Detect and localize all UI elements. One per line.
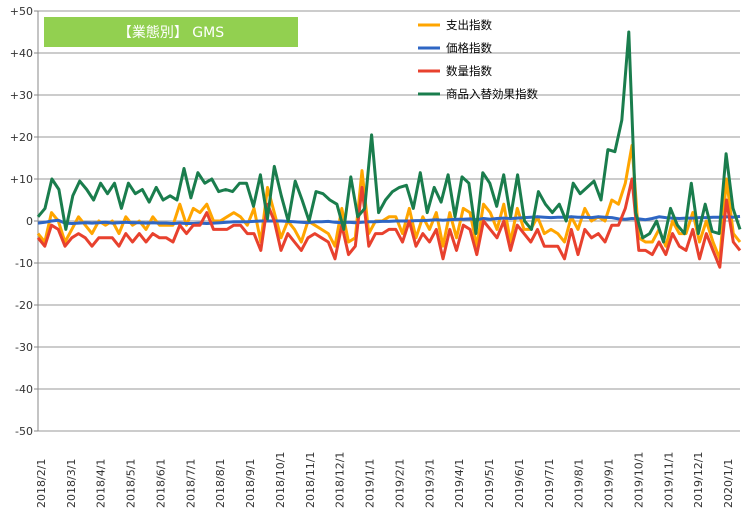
y-tick-label: -10 [15, 257, 33, 270]
x-tick-label: 2019/7/1 [543, 459, 556, 508]
x-tick-label: 2019/6/1 [513, 459, 526, 508]
x-tick-label: 2018/6/1 [154, 459, 167, 508]
x-tick-label: 2019/9/1 [603, 459, 616, 508]
y-tick-label: +20 [10, 131, 33, 144]
x-tick-label: 2018/10/1 [274, 452, 287, 508]
y-axis-ticks: +50 +40 +30 +20 +10 0 -10 -20 -30 -40 -50 [10, 5, 33, 438]
x-tick-label: 2018/12/1 [334, 452, 347, 508]
chart-title: 【業態別】 GMS [118, 25, 224, 41]
y-tick-label: -50 [15, 425, 33, 438]
series-line-0 [36, 143, 742, 261]
x-tick-label: 2019/10/1 [632, 452, 645, 508]
series-lines [36, 30, 742, 269]
x-tick-label: 2019/5/1 [483, 459, 496, 508]
x-tick-label: 2019/12/1 [692, 452, 705, 508]
x-tick-label: 2018/7/1 [184, 459, 197, 508]
y-tick-label: -20 [15, 299, 33, 312]
x-tick-label: 2018/11/1 [304, 452, 317, 508]
y-tick-label: +10 [10, 173, 33, 186]
y-tick-label: +50 [10, 5, 33, 18]
x-tick-label: 2019/4/1 [453, 459, 466, 508]
x-tick-label: 2018/8/1 [214, 459, 227, 508]
x-tick-label: 2018/4/1 [95, 459, 108, 508]
y-tick-label: -30 [15, 341, 33, 354]
x-tick-label: 2019/3/1 [423, 459, 436, 508]
y-tick-label: -40 [15, 383, 33, 396]
x-tick-label: 2018/5/1 [125, 459, 138, 508]
title-box [44, 17, 298, 47]
x-tick-label: 2018/2/1 [35, 459, 48, 508]
x-tick-label: 2020/1/1 [722, 459, 735, 508]
series-line-3 [36, 30, 742, 244]
x-tick-label: 2019/2/1 [393, 459, 406, 508]
y-tick-label: +40 [10, 47, 33, 60]
x-axis-ticks: 2018/2/1 2018/3/1 2018/4/1 2018/5/1 2018/6/1… [35, 452, 735, 508]
x-tick-label: 2019/11/1 [662, 452, 675, 508]
y-tick-label: 0 [26, 215, 33, 228]
legend-label: 商品入替効果指数 [446, 87, 538, 101]
series-line-1 [37, 214, 741, 225]
x-tick-label: 2019/8/1 [573, 459, 586, 508]
legend-label: 支出指数 [446, 18, 492, 32]
x-tick-label: 2019/1/1 [364, 459, 377, 508]
series-line-2 [36, 177, 742, 269]
x-tick-label: 2018/9/1 [244, 459, 257, 508]
legend-label: 数量指数 [446, 64, 492, 78]
x-tick-label: 2018/3/1 [65, 459, 78, 508]
y-tick-label: +30 [10, 89, 33, 102]
legend-label: 価格指数 [446, 41, 492, 55]
